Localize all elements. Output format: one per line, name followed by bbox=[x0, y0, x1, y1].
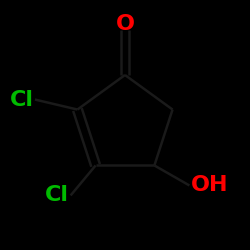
Text: Cl: Cl bbox=[45, 186, 69, 206]
Text: Cl: Cl bbox=[10, 90, 34, 110]
Text: OH: OH bbox=[191, 176, 228, 196]
Text: O: O bbox=[116, 14, 134, 34]
